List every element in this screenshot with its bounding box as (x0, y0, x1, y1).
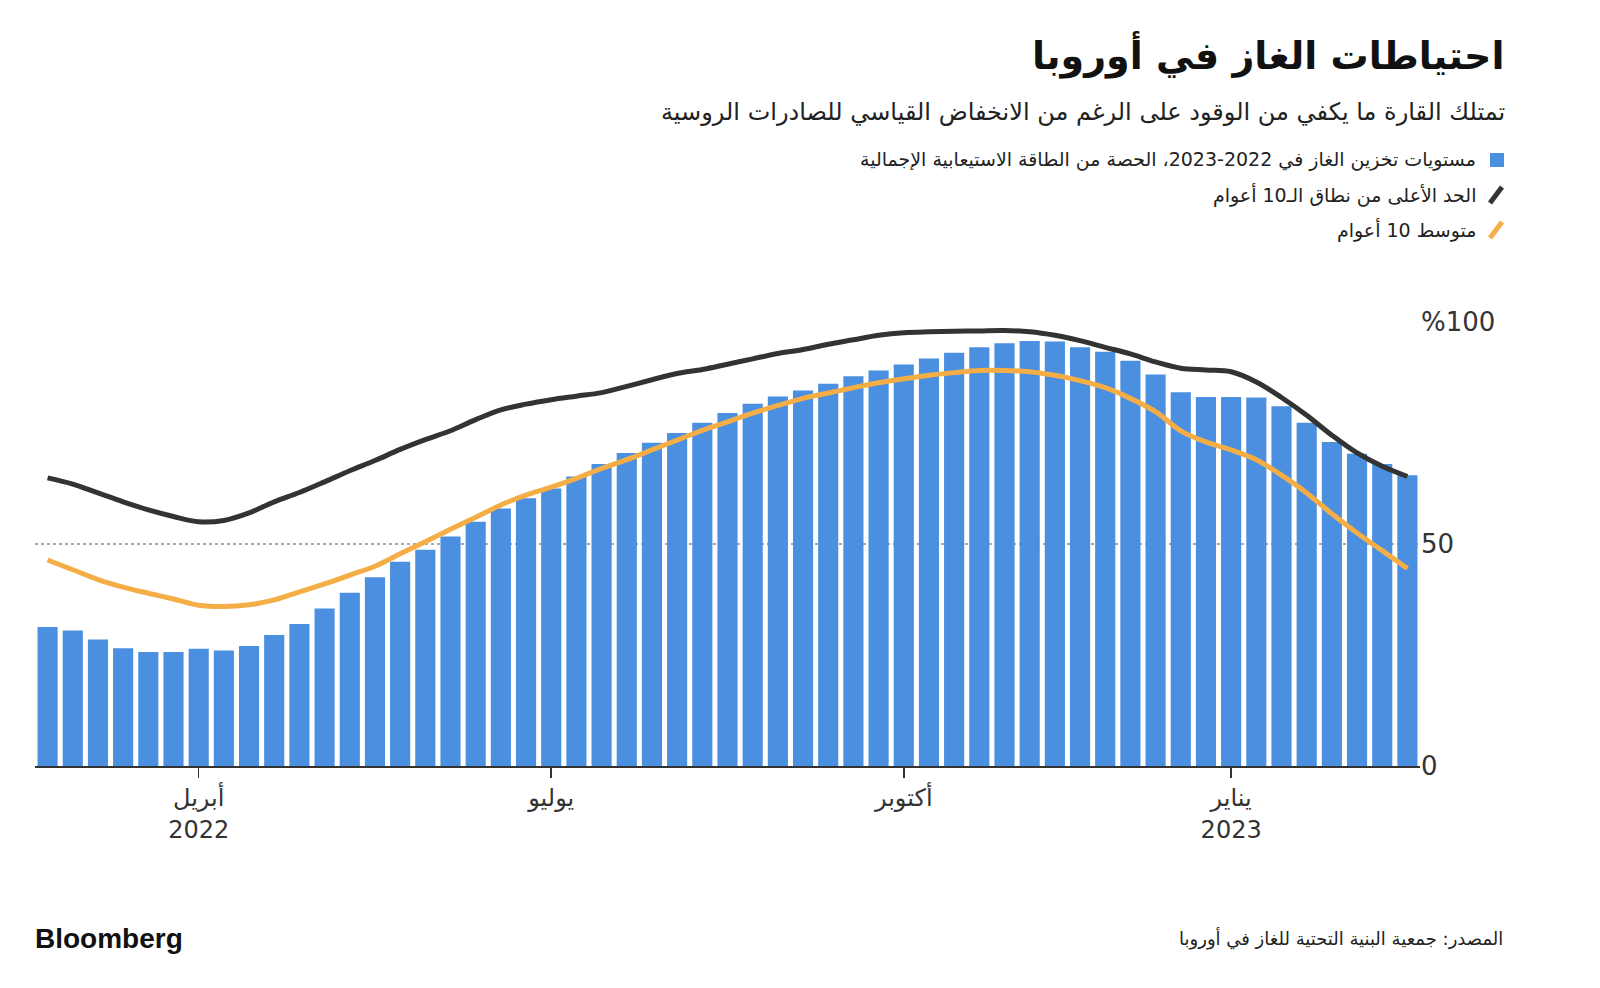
svg-text:0: 0 (1421, 751, 1438, 781)
svg-text:50: 50 (1421, 529, 1454, 559)
svg-text:الحد الأعلى من نطاق الـ10 أعوا: الحد الأعلى من نطاق الـ10 أعوام (1213, 183, 1476, 207)
svg-text:أكتوبر: أكتوبر (874, 782, 933, 812)
svg-text:أبريل2022: أبريل2022 (168, 782, 229, 843)
svg-text:احتياطات الغاز في أوروبا: احتياطات الغاز في أوروبا (1032, 31, 1505, 79)
svg-text:Bloomberg: Bloomberg (35, 923, 183, 954)
svg-text:%100: %100 (1421, 307, 1495, 337)
svg-text:يناير2023: يناير2023 (1201, 784, 1262, 843)
svg-text:يوليو: يوليو (527, 784, 574, 812)
svg-text:المصدر: جمعية البنية التحتية ل: المصدر: جمعية البنية التحتية للغاز في أو… (1179, 927, 1503, 950)
svg-text:متوسط 10 أعوام: متوسط 10 أعوام (1337, 218, 1476, 242)
svg-text:مستويات تخزين الغاز في 2022-20: مستويات تخزين الغاز في 2022-2023، الحصة … (860, 148, 1476, 171)
svg-text:تمتلك القارة ما يكفي من الوقود: تمتلك القارة ما يكفي من الوقود على الرغم… (661, 98, 1505, 126)
